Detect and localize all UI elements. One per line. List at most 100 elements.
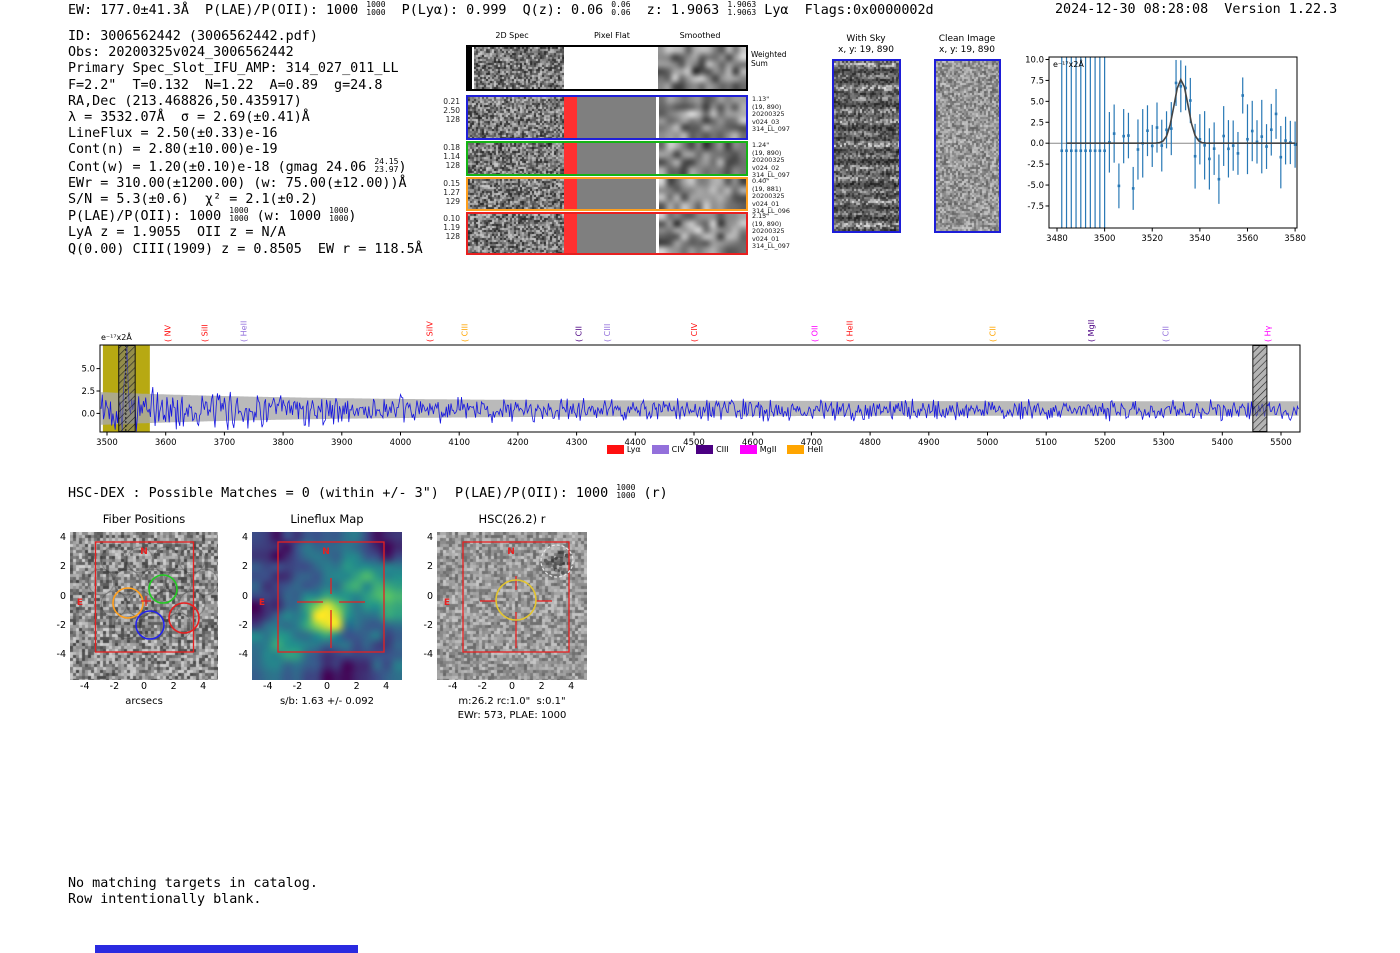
info-line: λ = 3532.07Å σ = 2.69(±0.41)Å — [68, 110, 423, 126]
cutout-canvas-hsc — [437, 532, 587, 680]
withsky-coords: x, y: 19, 890 — [838, 45, 894, 55]
data-point — [1112, 132, 1116, 135]
row-left-label-line: 1.27 — [443, 188, 460, 197]
legend-item: HeII — [787, 445, 823, 454]
x-tick-label: 5500 — [1270, 438, 1292, 448]
x-tick-label: 4300 — [566, 438, 588, 448]
row-left-label-line: 0.18 — [443, 143, 460, 152]
cutout-overlay-fiber: NE — [77, 541, 200, 653]
row-right-labels: 1.13" (19, 890) 20200325 v024_03 314_LL_097 — [752, 95, 814, 134]
cutout-y-tick-label: 0 — [59, 590, 66, 602]
data-point — [1241, 94, 1245, 97]
data-point — [1174, 81, 1178, 85]
data-point — [1189, 99, 1192, 102]
withsky-title: With Sky — [846, 34, 886, 44]
weighted-2dspec-noise-canvas — [474, 47, 564, 89]
compass-e-label: E — [444, 598, 450, 608]
header-summary-line: EW: 177.0±41.3Å P(LAE)/P(OII): 1000 1000… — [68, 1, 934, 19]
text-segment: Obs: 20200325v024_3006562442 — [68, 45, 294, 61]
extraction-square — [277, 541, 385, 653]
text-segment: S/N = 5.3(±0.6) χ² = 2.1(±0.2) — [68, 192, 318, 208]
fiber-circle-blue — [135, 610, 165, 640]
y-tick-label: 10.0 — [1025, 56, 1044, 66]
info-line: Cont(w) = 1.20(±0.10)e-18 (gmag 24.06 24… — [68, 156, 423, 176]
compass-e-label: E — [77, 598, 83, 608]
legend-label: HeII — [807, 445, 824, 454]
masked-band-hatch — [1252, 345, 1268, 432]
cleanimage-coords: x, y: 19, 890 — [939, 45, 995, 55]
info-line: Q(0.00) CIII(1909) z = 0.8505 EW r = 118… — [68, 242, 423, 258]
info-line: Obs: 20200325v024_3006562442 — [68, 45, 423, 61]
weighted-smoothed-canvas — [658, 47, 746, 89]
y-tick-label: 5.0 — [81, 365, 95, 375]
cleanimage-title: Clean Image — [938, 34, 996, 44]
row-right-label-line: (19, 890) — [752, 148, 782, 157]
row-right-label-line: 314_LL_097 — [752, 171, 790, 180]
spectrum-line — [100, 346, 1299, 432]
legend-label: MgII — [759, 445, 777, 454]
text-segment: λ = 3532.07Å σ = 2.69(±0.41)Å — [68, 110, 310, 126]
x-tick-label: 3700 — [214, 438, 236, 448]
x-tick-label: 4400 — [624, 438, 646, 448]
emission-line-label: ( CIII — [603, 324, 612, 342]
spec2d-header-smoothed: Smoothed — [679, 31, 721, 40]
cutout-y-tick-label: 2 — [426, 561, 433, 573]
data-point — [1069, 149, 1073, 153]
detection-info-block: ID: 3006562442 (3006562442.pdf) Obs: 2020… — [68, 29, 423, 258]
data-point — [1255, 140, 1259, 144]
x-tick-label: 4500 — [683, 438, 705, 448]
legend-item: MgII — [739, 445, 777, 454]
pixelflat-red-stripe — [564, 97, 577, 138]
weighted-sum-label-line1: Weighted — [751, 50, 787, 59]
pixelflat-white-line — [656, 179, 659, 209]
emission-line-label: ( HeII — [846, 321, 855, 342]
cutout-x-tick-label: 0 — [140, 681, 148, 692]
footer-line-2: Row intentionally blank. — [68, 892, 262, 907]
fraction-part: 24.15 — [374, 156, 399, 166]
cutout-x-tick-label: 0 — [508, 681, 516, 692]
fiber-circle-green — [148, 574, 178, 604]
weighted-left-bar — [468, 47, 472, 89]
data-point — [1231, 144, 1235, 147]
cutout-y-tick-label: 2 — [59, 561, 66, 573]
weighted-sum-label-line2: Sum — [751, 59, 768, 68]
data-point — [1274, 112, 1278, 116]
text-segment: z: 1.9063 — [630, 3, 728, 18]
pixelflat-gray-region — [577, 97, 656, 138]
row-right-label-line: 20200325 — [752, 227, 785, 236]
smoothed-canvas — [659, 143, 746, 174]
data-point — [1079, 149, 1083, 153]
row-left-label-line: 2.50 — [443, 106, 460, 115]
text-segment: Primary Spec_Slot_IFU_AMP: 314_027_011_L… — [68, 61, 399, 77]
text-segment: P(Lyα): 0.999 Q(z): 0.06 — [385, 3, 612, 18]
emission-line-label: ( CII — [988, 326, 997, 342]
row-left-label-line: 1.19 — [443, 223, 460, 232]
y-tick-label: -2.5 — [1027, 160, 1044, 170]
info-line: RA,Dec (213.468826,50.435917) — [68, 94, 423, 110]
x-tick-label: 4600 — [742, 438, 764, 448]
data-point — [1127, 134, 1130, 137]
data-point — [1212, 147, 1216, 150]
text-segment: EWr = 310.00(±1200.00) (w: 75.00(±12.00)… — [68, 175, 407, 191]
aperture-circle-yellow — [495, 579, 537, 621]
legend-label: Lyα — [626, 445, 641, 454]
y-tick-label: 2.5 — [1030, 118, 1044, 128]
data-point — [1265, 145, 1268, 148]
data-point — [1284, 139, 1287, 142]
lineflux-caption: s/b: 1.63 +/- 0.092 — [279, 696, 375, 707]
row-right-label-line: (19, 890) — [752, 102, 782, 111]
legend-swatch — [651, 445, 669, 454]
row-right-label-line: 0.40" — [752, 177, 770, 185]
data-point — [1269, 128, 1273, 132]
info-line: S/N = 5.3(±0.6) χ² = 2.1(±0.2) — [68, 192, 423, 208]
spec2d-row — [466, 141, 748, 176]
smoothed-canvas — [659, 179, 746, 209]
legend-label: CIII — [716, 445, 729, 454]
data-point — [1250, 129, 1254, 133]
row-right-label-line: v024_01 — [752, 234, 780, 243]
stacked-fraction: 24.15 23.97 — [374, 156, 399, 174]
data-point — [1117, 184, 1121, 188]
emission-line-label: ( CII — [1161, 326, 1170, 342]
row-left-label-line: 0.21 — [443, 97, 460, 106]
x-tick-label: 5200 — [1094, 438, 1116, 448]
